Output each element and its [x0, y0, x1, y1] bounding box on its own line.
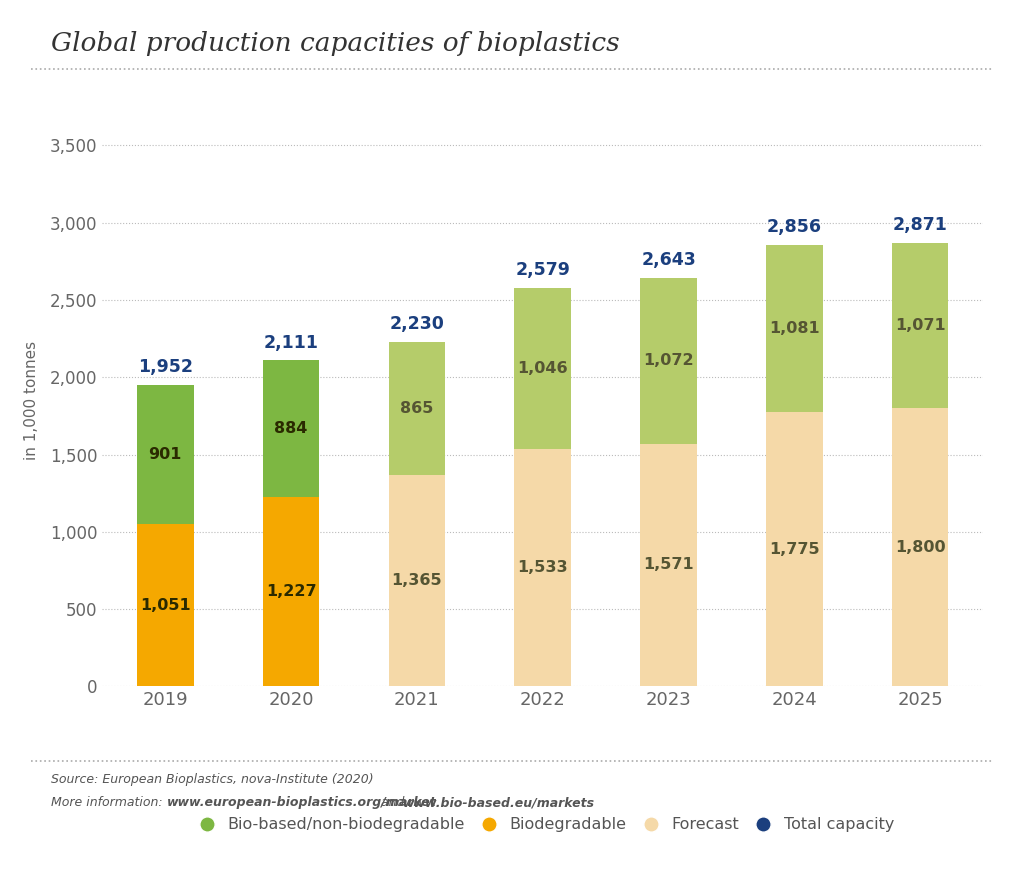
- Bar: [388, 475, 445, 686]
- Bar: [640, 444, 696, 686]
- Bar: [640, 278, 696, 444]
- Text: 1,952: 1,952: [138, 358, 193, 376]
- Bar: [892, 408, 948, 686]
- Text: 1,571: 1,571: [643, 557, 694, 573]
- Text: 1,046: 1,046: [517, 361, 568, 376]
- Bar: [137, 524, 194, 686]
- Text: 1,072: 1,072: [643, 353, 694, 368]
- Text: 1,227: 1,227: [266, 584, 316, 599]
- Text: and: and: [377, 796, 409, 810]
- Bar: [766, 412, 822, 686]
- Bar: [388, 341, 445, 475]
- Bar: [137, 385, 194, 524]
- Text: Source: European Bioplastics, nova-Institute (2020): Source: European Bioplastics, nova-Insti…: [51, 773, 374, 786]
- Text: 1,071: 1,071: [895, 318, 945, 333]
- Text: www.bio-based.eu/markets: www.bio-based.eu/markets: [402, 796, 595, 810]
- Text: 1,800: 1,800: [895, 539, 945, 554]
- Bar: [263, 496, 319, 686]
- Bar: [514, 288, 571, 450]
- Text: 901: 901: [148, 447, 182, 462]
- Text: 2,871: 2,871: [893, 216, 947, 234]
- Text: 1,775: 1,775: [769, 542, 819, 557]
- Text: 1,365: 1,365: [391, 574, 442, 589]
- Bar: [263, 360, 319, 496]
- Text: www.european-bioplastics.org/market: www.european-bioplastics.org/market: [167, 796, 436, 810]
- Text: 884: 884: [274, 421, 308, 436]
- Text: Global production capacities of bioplastics: Global production capacities of bioplast…: [51, 31, 620, 55]
- Text: 1,051: 1,051: [140, 598, 190, 612]
- Bar: [514, 450, 571, 686]
- Text: 2,111: 2,111: [263, 334, 318, 351]
- Bar: [766, 245, 822, 412]
- Bar: [892, 243, 948, 408]
- Text: 1,533: 1,533: [517, 561, 568, 576]
- Text: 2,230: 2,230: [389, 315, 444, 334]
- Text: 2,579: 2,579: [515, 261, 570, 279]
- Text: 1,081: 1,081: [769, 321, 819, 336]
- Text: 865: 865: [400, 401, 433, 416]
- Text: More information:: More information:: [51, 796, 167, 810]
- Text: 2,856: 2,856: [767, 218, 822, 237]
- Text: 2,643: 2,643: [641, 252, 696, 269]
- Y-axis label: in 1,000 tonnes: in 1,000 tonnes: [24, 341, 39, 460]
- Legend: Bio-based/non-biodegradable, Biodegradable, Forecast, Total capacity: Bio-based/non-biodegradable, Biodegradab…: [184, 810, 901, 839]
